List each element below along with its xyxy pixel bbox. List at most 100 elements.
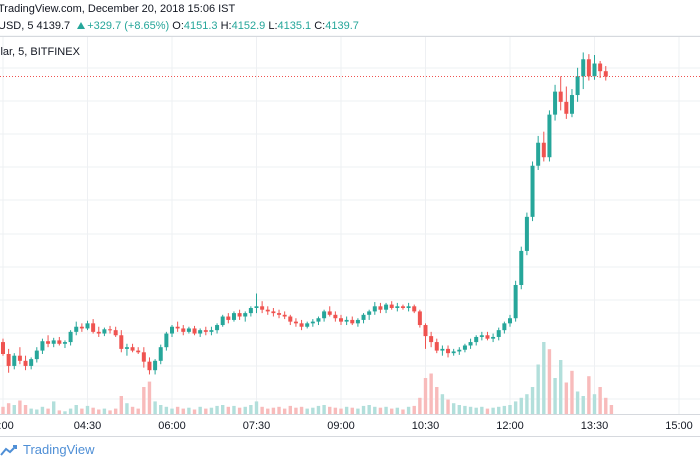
volume-bar	[159, 405, 163, 414]
volume-bar	[429, 373, 433, 414]
volume-bar	[519, 397, 523, 414]
volume-bar	[192, 409, 197, 414]
candle-body	[215, 325, 220, 331]
volume-bar	[102, 408, 107, 414]
volume-bar	[502, 405, 507, 414]
candle-body	[395, 306, 400, 308]
volume-bar	[474, 407, 478, 414]
candle-body	[57, 340, 62, 344]
symbol-label: USD, 5	[0, 20, 34, 32]
volume-bar	[209, 407, 214, 414]
candle-body	[299, 323, 304, 327]
candle-body	[491, 336, 496, 339]
volume-bar	[418, 397, 422, 414]
volume-bar	[29, 408, 33, 414]
volume-bar	[12, 405, 16, 414]
tradingview-brand[interactable]: TradingView	[0, 442, 95, 457]
candle-body	[344, 319, 349, 322]
volume-bar	[226, 406, 231, 414]
candle-body	[85, 323, 90, 329]
candle-body	[372, 306, 377, 312]
candle-body	[220, 316, 225, 326]
candle-body	[141, 352, 146, 362]
candle-body	[446, 348, 451, 354]
candle-body	[519, 250, 524, 285]
candle-body	[277, 313, 282, 315]
candle-body	[412, 306, 417, 312]
chart-header-info: TradingView.com, December 20, 2018 15:06…	[0, 3, 235, 15]
tradingview-logo-icon	[0, 444, 17, 456]
volume-bar	[604, 397, 608, 414]
x-tick-label: 04:30	[74, 420, 102, 432]
candle-body	[592, 63, 597, 77]
volume-bar	[23, 405, 28, 414]
volume-bar	[344, 406, 349, 414]
volume-bar	[46, 408, 50, 414]
volume-bar	[68, 408, 73, 414]
candlestick-chart[interactable]: 3:00 04:30 06:00 07:30 09:00 10:30 12:00 13:30 1…	[0, 0, 700, 440]
x-tick-label: 06:00	[158, 420, 186, 432]
volume-bar	[74, 405, 78, 414]
candle-body	[451, 351, 456, 354]
candle-body	[305, 323, 310, 327]
candle-body	[513, 285, 518, 319]
volume-bar	[457, 405, 461, 414]
volume-bar	[243, 406, 247, 414]
candle-body	[12, 355, 17, 366]
candle-body	[367, 311, 372, 315]
volume-bar	[232, 405, 236, 414]
volume-bar	[294, 407, 298, 414]
volume-bar	[553, 378, 557, 414]
candle-body	[260, 306, 265, 310]
volume-bar	[497, 406, 501, 414]
volume-bar	[378, 407, 383, 414]
candle-body	[508, 318, 512, 324]
candle-body	[310, 321, 315, 324]
candle-body	[293, 321, 298, 324]
candle-body	[389, 304, 394, 308]
volume-bar	[395, 407, 400, 414]
ohlc-legend: USD, 5 4139.7 +329.7 (+8.65%) O:4151.3 H…	[0, 20, 359, 32]
candle-body	[423, 325, 428, 337]
candle-body	[378, 306, 383, 310]
volume-bar	[108, 410, 112, 414]
candle-body	[186, 328, 191, 332]
candle-body	[406, 306, 411, 308]
candle-body	[485, 335, 490, 339]
volume-bar	[311, 407, 315, 414]
volume-bar	[237, 407, 242, 414]
candle-body	[327, 311, 332, 315]
candle-body	[91, 323, 96, 332]
volume-bar	[91, 407, 95, 414]
volume-bar	[282, 408, 287, 414]
candle-body	[603, 71, 608, 77]
candle-body	[158, 347, 163, 361]
candle-body	[254, 306, 259, 308]
high-label: H:	[220, 20, 232, 32]
candle-body	[226, 316, 231, 320]
volume-bar	[530, 387, 535, 414]
candle-body	[265, 309, 270, 312]
candle-body	[524, 216, 529, 251]
candle-body	[136, 350, 141, 353]
volume-bar	[401, 409, 405, 414]
candle-body	[553, 91, 558, 115]
volume-bar	[423, 378, 428, 414]
candle-body	[581, 59, 586, 77]
volume-bar	[485, 408, 490, 414]
candle-body	[361, 314, 366, 320]
volume-bar	[570, 370, 574, 414]
close-label: C:	[314, 20, 326, 32]
volume-bar	[119, 396, 123, 414]
candle-body	[502, 323, 507, 331]
volume-bar	[221, 405, 225, 414]
candle-body	[248, 308, 253, 314]
candle-body	[124, 347, 129, 349]
volume-bar	[328, 406, 332, 414]
candle-body	[79, 326, 84, 329]
candle-body	[1, 342, 5, 354]
x-tick-label: 10:30	[412, 420, 440, 432]
volume-bar	[254, 401, 259, 414]
volume-bar	[575, 391, 580, 414]
candle-body	[558, 91, 563, 102]
